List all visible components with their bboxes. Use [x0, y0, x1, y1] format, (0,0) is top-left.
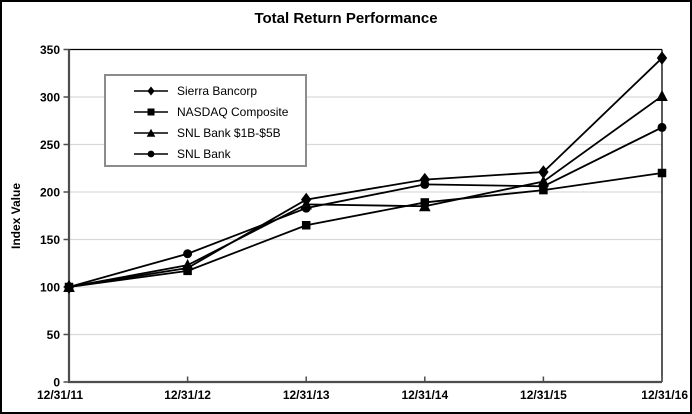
legend-item-snl-bank: SNL Bank	[106, 143, 305, 164]
chart-title: Total Return Performance	[254, 10, 438, 27]
legend-label: NASDAQ Composite	[177, 104, 289, 119]
marker-snl-bank	[183, 249, 193, 259]
y-tick-label: 0	[53, 376, 60, 390]
y-tick-label: 200	[40, 186, 60, 200]
series-line-snl-bank-1b-5b	[68, 95, 663, 288]
y-tick-label: 50	[47, 328, 61, 342]
diamond-marker-icon	[134, 86, 168, 95]
legend: Sierra Bancorp NASDAQ Composite SNL Bank $…	[104, 74, 307, 167]
legend-item-nasdaq-composite: NASDAQ Composite	[106, 101, 305, 122]
legend-label: Sierra Bancorp	[177, 83, 258, 98]
x-tick-label: 12/31/12	[164, 388, 211, 402]
x-tick-label: 12/31/11	[37, 388, 83, 402]
x-tick-label: 12/31/15	[520, 388, 567, 402]
marker-snl-bank-1b-5b	[537, 175, 550, 187]
x-tick-label: 12/31/14	[401, 388, 448, 402]
legend-item-snl-bank-1b-5b: SNL Bank $1B-$5B	[106, 122, 305, 143]
marker-snl-bank-1b-5b	[656, 89, 668, 102]
marker-snl-bank-1b-5b	[419, 200, 431, 212]
marker-snl-bank	[657, 122, 667, 132]
legend-label: SNL Bank	[177, 146, 231, 161]
y-tick-label: 300	[40, 91, 60, 105]
triangle-marker-icon	[134, 128, 168, 137]
square-marker-icon	[134, 108, 168, 115]
x-tick-label: 12/31/16	[641, 388, 688, 402]
marker-sierra-bancorp	[538, 165, 549, 179]
marker-sierra-bancorp	[656, 51, 668, 65]
y-tick-label: 100	[40, 281, 60, 295]
legend-item-sierra-bancorp: Sierra Bancorp	[106, 80, 305, 101]
y-tick-label: 350	[40, 43, 60, 57]
series-line-snl-bank	[68, 126, 663, 288]
marker-sierra-bancorp	[63, 280, 75, 294]
y-tick-label: 250	[40, 138, 60, 152]
series-line-nasdaq-composite	[68, 172, 663, 288]
y-tick-label: 150	[40, 233, 60, 247]
marker-sierra-bancorp	[419, 172, 430, 187]
circle-marker-icon	[134, 150, 168, 157]
marker-nasdaq-composite	[301, 221, 311, 230]
marker-sierra-bancorp	[182, 261, 193, 275]
series-line-sierra-bancorp	[68, 57, 663, 288]
x-tick-label: 12/31/13	[283, 388, 330, 402]
legend-label: SNL Bank $1B-$5B	[177, 125, 281, 140]
marker-nasdaq-composite	[657, 168, 667, 178]
marker-sierra-bancorp	[301, 192, 312, 207]
